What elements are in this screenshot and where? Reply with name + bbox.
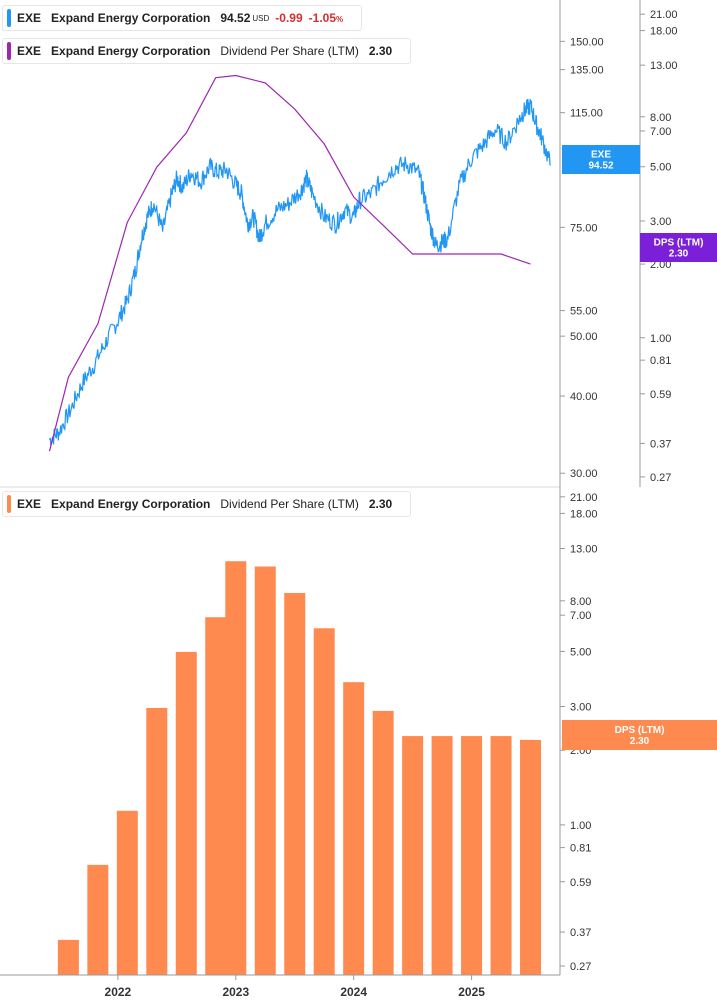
bar-axis-tick-label: 1.00 [570, 820, 591, 832]
dps-bar-legend-ticker: EXE [17, 497, 42, 511]
dps-tick-label: 3.00 [650, 216, 671, 228]
dps-bar-legend-metric: Dividend Per Share (LTM) [220, 497, 359, 511]
bar-axis-tick-label: 8.00 [570, 596, 591, 608]
price-tick-label: 30.00 [570, 468, 598, 480]
x-tick-label: 2024 [340, 985, 367, 999]
dps-tick-label: 5.00 [650, 162, 671, 174]
bar-axis-tick-label: 21.00 [570, 492, 598, 504]
dps-value-tag-top: DPS (LTM)2.30 [640, 233, 717, 262]
bar-axis-tick-label: 0.81 [570, 843, 591, 855]
dps-bar-legend-value: 2.30 [368, 497, 393, 511]
dps-bar-legend-name: Expand Energy Corporation [51, 497, 211, 511]
price-legend-price: 94.52 [220, 11, 251, 25]
dps-tick-label: 0.81 [650, 355, 671, 367]
price-tick-label: 135.00 [570, 65, 604, 77]
bar-axis-tick-label: 0.37 [570, 927, 591, 939]
line-series [48, 74, 552, 452]
price-value-tag-bg [562, 145, 640, 174]
dps-bar-color-swatch [7, 495, 11, 513]
dps-tick-label: 8.00 [650, 112, 671, 124]
price-tick-label: 55.00 [570, 306, 598, 318]
bar-axis-tick-label: 13.00 [570, 543, 598, 555]
dps-tick-label: 0.27 [650, 472, 671, 484]
dps-line-color-swatch [7, 42, 11, 60]
price-legend[interactable]: EXE Expand Energy Corporation 94.52 USD … [2, 5, 363, 31]
price-tick-label: 40.00 [570, 391, 598, 403]
x-tick-label: 2025 [458, 985, 485, 999]
dps-value-tag-bottom-value: 2.30 [630, 736, 650, 747]
dps-value-tag-top-bg [640, 233, 717, 262]
price-legend-change: -0.99 [275, 11, 303, 25]
dps-bar [146, 707, 168, 975]
dps-legend-ticker: EXE [17, 44, 42, 58]
bar-axis-tick-label: 18.00 [570, 508, 598, 520]
dps-tick-label: 7.00 [650, 126, 671, 138]
price-line [48, 98, 552, 446]
dps-bar [284, 593, 306, 975]
price-legend-name: Expand Energy Corporation [51, 11, 211, 25]
price-legend-change-pct: -1.05% [309, 11, 343, 25]
dps-bar [175, 651, 197, 975]
price-tick-label: 50.00 [570, 331, 598, 343]
dps-value-tag-bottom-label: DPS (LTM) [615, 725, 665, 736]
dps-bar [313, 628, 335, 975]
dps-bar [490, 736, 512, 975]
change-pct-value: -1.05 [308, 11, 337, 25]
price-series-color-swatch [7, 9, 11, 27]
dps-bar [372, 710, 394, 975]
dps-bar [205, 617, 227, 975]
dps-bar [461, 736, 483, 975]
bar-axis-tick-label: 0.59 [570, 877, 591, 889]
price-tick-label: 115.00 [570, 108, 603, 120]
bar-axis-tick-label: 0.27 [570, 961, 591, 973]
x-tick-label: 2022 [105, 985, 132, 999]
change-pct-sign: % [336, 15, 344, 24]
dps-bar [225, 561, 247, 975]
dps-tick-label: 13.00 [650, 60, 678, 72]
dps-value-tag-bottom-bg [562, 720, 717, 750]
x-tick-label: 2023 [222, 985, 249, 999]
dps-line [48, 74, 531, 452]
dps-bar-series [57, 561, 542, 975]
dps-value-tag-top-value: 2.30 [669, 249, 689, 260]
dps-tick-label: 18.00 [650, 26, 678, 38]
dps-legend-value: 2.30 [368, 44, 393, 58]
price-value-tag-value: 94.52 [588, 161, 613, 172]
dps-bar [402, 736, 424, 975]
dps-bar [116, 810, 138, 975]
dps-bar [254, 566, 276, 975]
dps-value-tag-top-label: DPS (LTM) [654, 238, 704, 249]
bar-axis-tick-label: 3.00 [570, 702, 591, 714]
dps-tick-label: 0.37 [650, 438, 671, 450]
dps-tick-label: 1.00 [650, 333, 671, 345]
dps-legend-bottom[interactable]: EXE Expand Energy Corporation Dividend P… [2, 491, 412, 517]
dps-bar [87, 864, 109, 975]
dps-legend-name: Expand Energy Corporation [51, 44, 211, 58]
dps-legend-metric: Dividend Per Share (LTM) [220, 44, 359, 58]
bar-axis-tick-label: 5.00 [570, 646, 591, 658]
bar-axis-tick-label: 7.00 [570, 610, 591, 622]
dps-bar [520, 739, 542, 975]
dps-tick-label: 2.00 [650, 259, 671, 271]
dps-tick-label: 0.59 [650, 389, 671, 401]
dps-legend-top[interactable]: EXE Expand Energy Corporation Dividend P… [2, 38, 412, 64]
price-legend-ticker: EXE [17, 11, 42, 25]
price-value-tag-label: EXE [591, 150, 611, 161]
dps-tick-label: 21.00 [650, 9, 678, 21]
price-tick-label: 150.00 [570, 36, 604, 48]
axes: 30.00 40.00 50.00 55.00 75.00 115.00 135.00 150… [0, 0, 678, 999]
dps-bar [431, 736, 453, 975]
dps-value-tag-bottom: DPS (LTM)2.30 [562, 720, 717, 750]
price-legend-currency: USD [252, 13, 270, 23]
dps-bar [57, 939, 79, 975]
dps-bar [343, 682, 365, 975]
price-tick-label: 75.00 [570, 222, 598, 234]
